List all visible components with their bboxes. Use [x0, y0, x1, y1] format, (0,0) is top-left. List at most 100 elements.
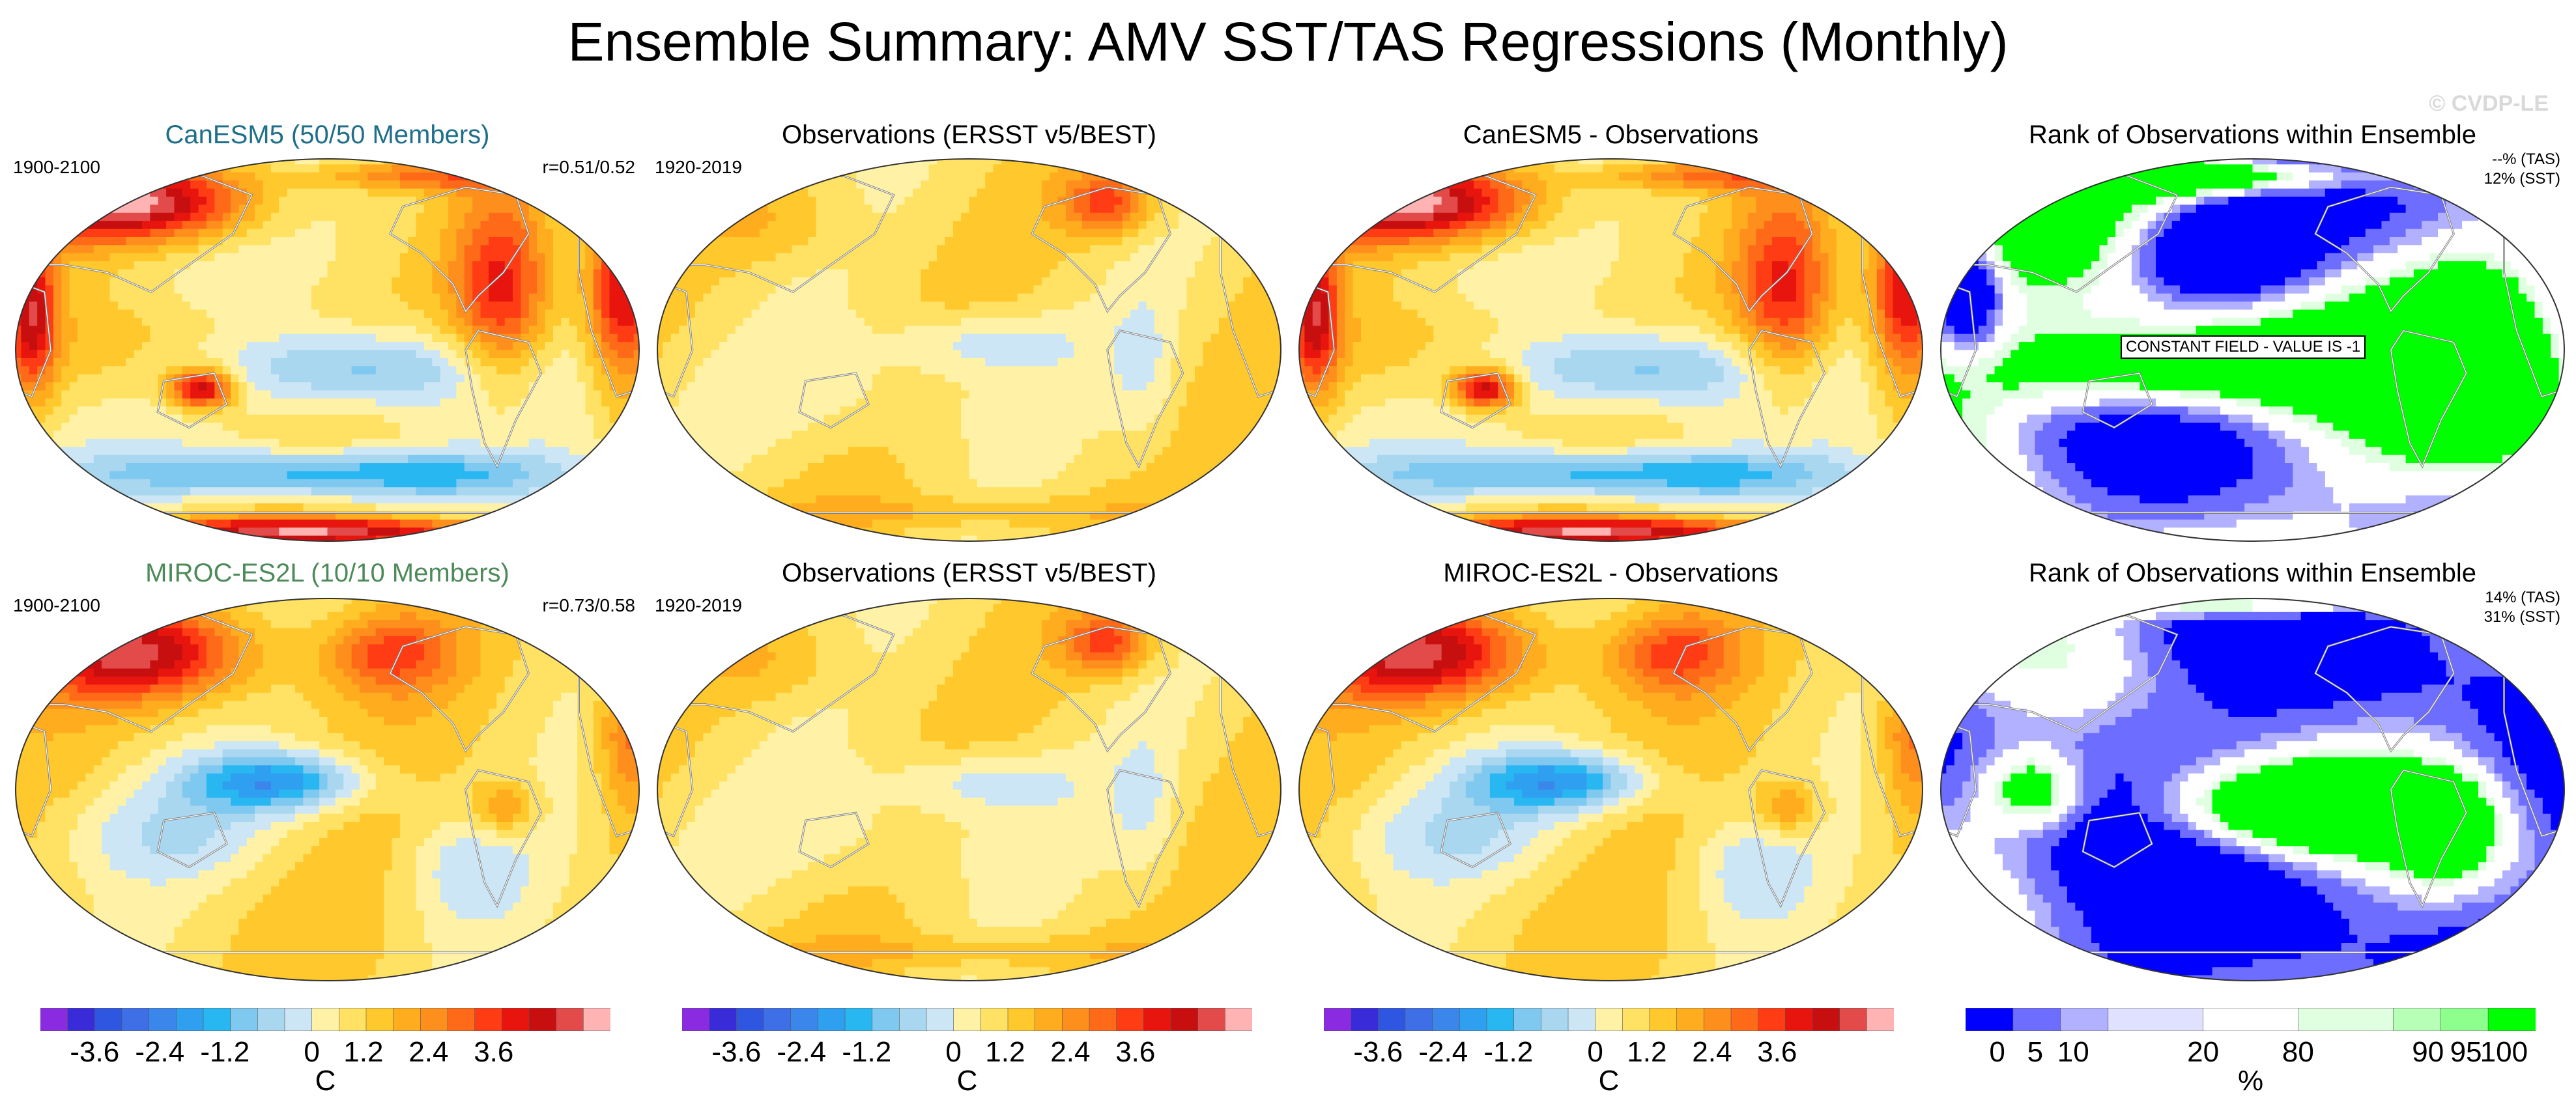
colorbar-tick-label: 3.6 — [474, 1036, 513, 1069]
colorbar-swatch — [2012, 1008, 2061, 1031]
colorbar-swatch — [1405, 1008, 1433, 1031]
colorbar-3 — [1324, 1008, 1894, 1031]
colorbar-swatch — [1730, 1008, 1759, 1031]
colorbar-swatch — [1143, 1008, 1171, 1031]
colorbar-swatch — [501, 1008, 530, 1031]
colorbar-swatch — [311, 1008, 340, 1031]
panel-title: MIROC-ES2L - Observations — [1296, 557, 1925, 589]
colorbar-swatch — [709, 1008, 737, 1031]
colorbar-swatch — [284, 1008, 313, 1031]
colorbar-swatch — [926, 1008, 954, 1031]
colorbar-tick-label: 0 — [304, 1036, 319, 1069]
colorbar-swatch — [1866, 1008, 1894, 1031]
colorbar-swatch — [2487, 1008, 2536, 1031]
colorbar-swatch — [953, 1008, 982, 1031]
panel-title: CanESM5 (50/50 Members) — [13, 119, 642, 151]
colorbar-swatch — [1459, 1008, 1487, 1031]
colorbar-swatch — [1170, 1008, 1199, 1031]
colorbar-tick-label: -2.4 — [1418, 1036, 1468, 1069]
colorbar-tick-label: 100 — [2480, 1036, 2528, 1069]
rank-tas-percent: 14% (TAS) — [1938, 588, 2560, 608]
colorbar-swatch — [2108, 1008, 2204, 1031]
colorbar-tick-label: -1.2 — [842, 1036, 891, 1069]
panel-period: 1900-2100 — [13, 156, 100, 178]
colorbar-swatch — [2392, 1008, 2441, 1031]
colorbar-tick-label: 80 — [2282, 1036, 2314, 1069]
colorbar-tick-label: 2.4 — [1050, 1036, 1090, 1069]
panel-period: 1920-2019 — [655, 595, 742, 617]
colorbar-swatch — [1378, 1008, 1406, 1031]
colorbar-4 — [1966, 1008, 2536, 1031]
colorbar-swatch — [1703, 1008, 1732, 1031]
map-panel-2 — [657, 158, 1281, 542]
colorbar-swatch — [447, 1008, 476, 1031]
panel-period: 1920-2019 — [655, 156, 742, 178]
colorbar-tick-label: -2.4 — [135, 1036, 184, 1069]
colorbar-swatch — [474, 1008, 503, 1031]
colorbar-swatch — [556, 1008, 584, 1031]
colorbar-swatch — [1676, 1008, 1705, 1031]
colorbar-swatch — [1758, 1008, 1786, 1031]
colorbar-swatch — [2203, 1008, 2299, 1031]
colorbar-swatch — [1224, 1008, 1252, 1031]
rank-sst-percent: 31% (SST) — [1938, 608, 2560, 627]
colorbar-tick-label: 3.6 — [1757, 1036, 1797, 1069]
colorbar-swatch — [582, 1008, 610, 1031]
colorbar-tick-label: 90 — [2412, 1036, 2444, 1069]
map-panel-5 — [15, 598, 640, 981]
colorbar-swatch — [980, 1008, 1009, 1031]
colorbar-tick-label: 5 — [2027, 1036, 2043, 1069]
colorbar-tick-label: 1.2 — [1627, 1036, 1667, 1069]
colorbar-swatch — [682, 1008, 710, 1031]
colorbar-swatch — [176, 1008, 204, 1031]
pattern-correlation: r=0.51/0.52 — [13, 156, 635, 178]
panel-period: 1900-2100 — [13, 595, 100, 617]
colorbar-tick-label: 1.2 — [985, 1036, 1025, 1069]
colorbar-swatch — [1197, 1008, 1226, 1031]
panel-title: Rank of Observations within Ensemble — [1938, 119, 2567, 151]
rank-tas-percent: --% (TAS) — [1938, 150, 2560, 169]
colorbar-tick-label: 10 — [2057, 1036, 2089, 1069]
panel-title: MIROC-ES2L (10/10 Members) — [13, 557, 642, 589]
colorbar-swatch — [1432, 1008, 1461, 1031]
colorbar-tick-label: -3.6 — [711, 1036, 761, 1069]
colorbar-tick-label: 0 — [1989, 1036, 2005, 1069]
colorbar-units-label: C — [1324, 1065, 1894, 1097]
colorbar-tick-label: -3.6 — [70, 1036, 119, 1069]
colorbar-swatch — [1035, 1008, 1063, 1031]
colorbar-tick-label: 20 — [2187, 1036, 2219, 1069]
colorbar-swatch — [1812, 1008, 1840, 1031]
colorbar-swatch — [1351, 1008, 1379, 1031]
colorbar-swatch — [257, 1008, 285, 1031]
colorbar-swatch — [1061, 1008, 1090, 1031]
colorbar-swatch — [40, 1008, 68, 1031]
colorbar-swatch — [149, 1008, 177, 1031]
colorbar-tick-label: -2.4 — [777, 1036, 826, 1069]
colorbar-swatch — [1324, 1008, 1352, 1031]
map-panel-8 — [1940, 598, 2565, 981]
colorbar-swatch — [528, 1008, 557, 1031]
colorbar-tick-label: -1.2 — [1483, 1036, 1533, 1069]
colorbar-tick-label: 2.4 — [1692, 1036, 1732, 1069]
colorbar-tick-label: 3.6 — [1115, 1036, 1155, 1069]
panel-title: CanESM5 - Observations — [1296, 119, 1925, 151]
rank-sst-percent: 12% (SST) — [1938, 169, 2560, 189]
map-panel-7 — [1298, 598, 1923, 981]
colorbar-swatch — [121, 1008, 150, 1031]
colorbar-swatch — [818, 1008, 846, 1031]
colorbar-swatch — [736, 1008, 764, 1031]
panel-title: Observations (ERSST v5/BEST) — [655, 119, 1283, 151]
panel-title: Rank of Observations within Ensemble — [1938, 557, 2567, 589]
colorbar-swatch — [790, 1008, 819, 1031]
colorbar-swatch — [872, 1008, 900, 1031]
colorbar-swatch — [1966, 1008, 2014, 1031]
colorbar-swatch — [2060, 1008, 2109, 1031]
colorbar-tick-label: 1.2 — [343, 1036, 383, 1069]
colorbar-units-label: C — [682, 1065, 1252, 1097]
map-panel-1 — [15, 158, 640, 542]
pattern-correlation: r=0.73/0.58 — [13, 595, 635, 617]
watermark: © CVDP-LE — [2429, 91, 2549, 117]
figure-title: Ensemble Summary: AMV SST/TAS Regression… — [0, 9, 2576, 74]
colorbar-swatch — [1513, 1008, 1542, 1031]
colorbar-swatch — [1116, 1008, 1145, 1031]
